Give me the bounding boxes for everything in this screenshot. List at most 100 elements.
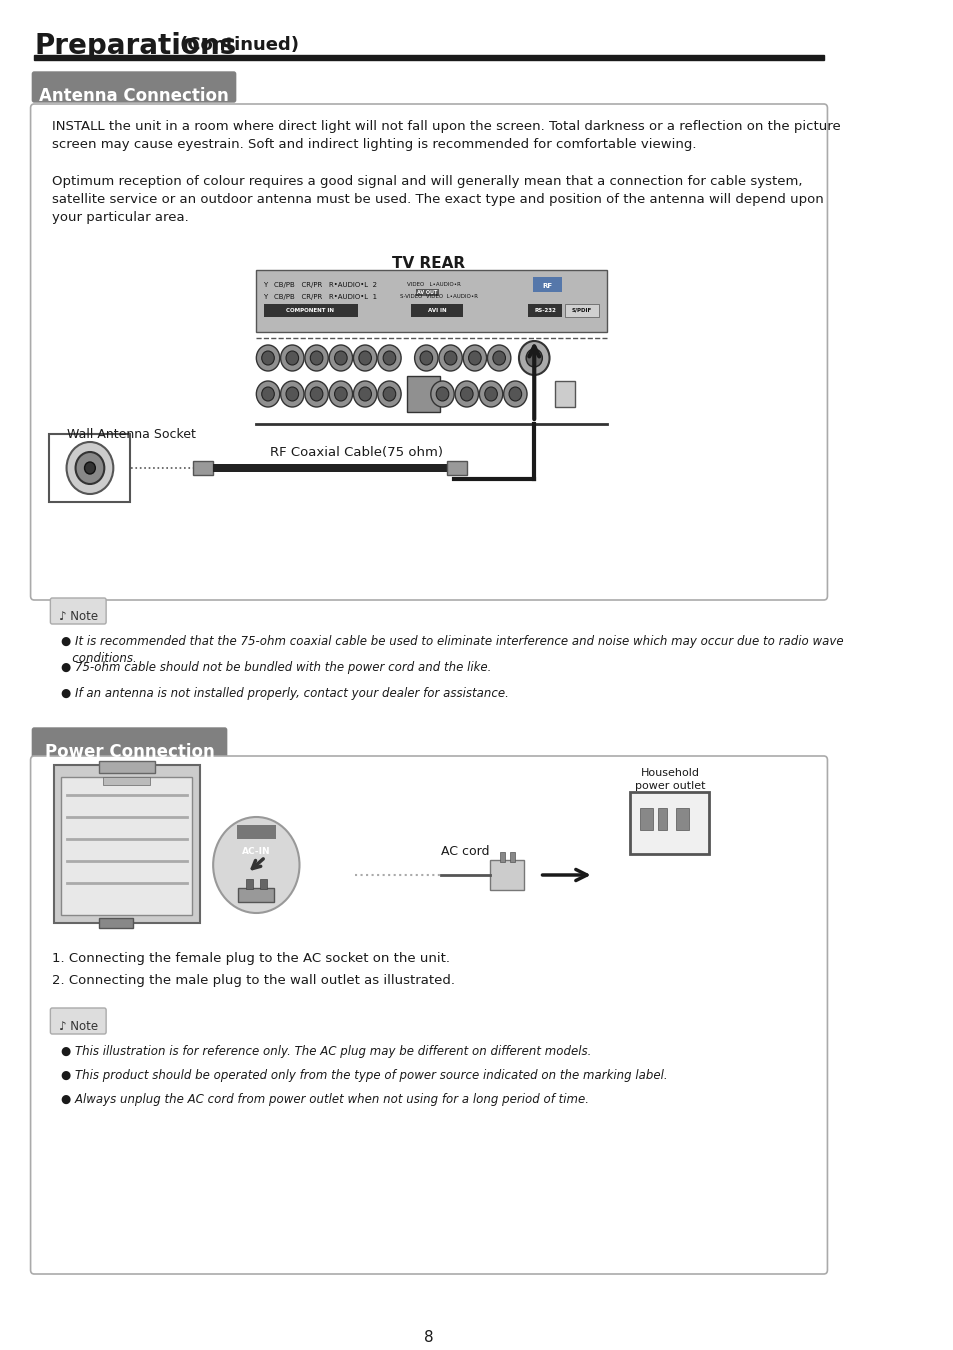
Bar (555, 381, 574, 406)
Text: ● This illustration is for reference only. The AC plug may be different on diffe: ● This illustration is for reference onl… (61, 1045, 591, 1058)
Text: RF: RF (542, 284, 552, 289)
Bar (658, 809, 667, 830)
Text: Y   CB/PB   CR/PR   R•AUDIO•L  2: Y CB/PB CR/PR R•AUDIO•L 2 (263, 282, 377, 288)
Bar (99, 918, 133, 927)
Bar (499, 852, 505, 863)
Circle shape (213, 817, 299, 913)
FancyBboxPatch shape (51, 1008, 106, 1034)
Text: Antenna Connection: Antenna Connection (39, 86, 229, 105)
Text: ● 75-ohm cable should not be bundled with the power cord and the like.: ● 75-ohm cable should not be bundled wit… (61, 662, 491, 674)
Circle shape (444, 351, 456, 364)
Text: VIDEO   L•AUDIO•R: VIDEO L•AUDIO•R (407, 282, 461, 288)
Circle shape (256, 346, 279, 371)
Circle shape (526, 350, 541, 367)
Bar (193, 460, 213, 475)
Bar (447, 460, 466, 475)
FancyBboxPatch shape (30, 104, 826, 599)
Text: Household
power outlet: Household power outlet (634, 768, 704, 791)
Text: AC-IN: AC-IN (242, 846, 271, 856)
Text: (Continued): (Continued) (180, 36, 299, 54)
Text: 8: 8 (424, 1330, 434, 1345)
Text: 1. Connecting the female plug to the AC socket on the unit.: 1. Connecting the female plug to the AC … (52, 952, 450, 965)
Circle shape (468, 351, 480, 364)
Circle shape (419, 351, 432, 364)
FancyBboxPatch shape (32, 728, 227, 757)
Circle shape (256, 381, 279, 406)
Text: ● This product should be operated only from the type of power source indicated o: ● This product should be operated only f… (61, 1069, 667, 1081)
Bar (245, 879, 253, 890)
Circle shape (460, 387, 473, 401)
Circle shape (354, 381, 376, 406)
Circle shape (85, 462, 95, 474)
Circle shape (493, 351, 505, 364)
Bar (564, 304, 598, 317)
Text: ♪ Note: ♪ Note (59, 610, 98, 622)
Circle shape (310, 387, 322, 401)
Circle shape (280, 346, 304, 371)
Text: INSTALL the unit in a room where direct light will not fall upon the screen. Tot: INSTALL the unit in a room where direct … (52, 120, 840, 151)
Circle shape (335, 387, 347, 401)
Text: Y   CB/PB   CR/PR   R•AUDIO•L  1: Y CB/PB CR/PR R•AUDIO•L 1 (263, 294, 377, 300)
Bar (213, 464, 447, 472)
Circle shape (261, 387, 274, 401)
Bar (50, 433, 131, 502)
Circle shape (354, 346, 376, 371)
Text: AVI IN: AVI IN (427, 308, 446, 313)
Text: 2. Connecting the male plug to the wall outlet as illustrated.: 2. Connecting the male plug to the wall … (52, 973, 455, 987)
Bar (639, 809, 652, 830)
Bar (103, 778, 150, 784)
Text: AV OUT: AV OUT (416, 290, 436, 296)
Circle shape (329, 346, 353, 371)
Circle shape (503, 381, 526, 406)
Circle shape (438, 346, 462, 371)
Bar (411, 304, 463, 317)
Circle shape (286, 351, 298, 364)
Circle shape (463, 346, 486, 371)
Text: Optimum reception of colour requires a good signal and will generally mean that : Optimum reception of colour requires a g… (52, 176, 823, 224)
Bar (490, 860, 524, 890)
Circle shape (431, 381, 454, 406)
Circle shape (377, 346, 400, 371)
Bar (676, 809, 688, 830)
Text: S/PDIF: S/PDIF (571, 308, 592, 313)
Bar (54, 765, 199, 923)
Text: ● If an antenna is not installed properly, contact your dealer for assistance.: ● If an antenna is not installed properl… (61, 687, 509, 701)
Bar (629, 792, 708, 855)
Bar (259, 879, 267, 890)
Circle shape (261, 351, 274, 364)
Circle shape (455, 381, 478, 406)
Circle shape (358, 387, 371, 401)
Text: ● It is recommended that the 75-ohm coaxial cable be used to eliminate interfere: ● It is recommended that the 75-ohm coax… (61, 634, 842, 666)
Bar (236, 825, 275, 838)
Circle shape (335, 351, 347, 364)
Bar (407, 377, 439, 412)
Text: Preparations: Preparations (34, 32, 236, 59)
Text: RF Coaxial Cable(75 ohm): RF Coaxial Cable(75 ohm) (270, 446, 442, 459)
Bar (527, 304, 561, 317)
Circle shape (67, 441, 113, 494)
Bar (34, 55, 823, 59)
Circle shape (305, 381, 328, 406)
Text: AC cord: AC cord (440, 845, 489, 859)
Bar (510, 852, 515, 863)
Bar (238, 888, 274, 902)
Circle shape (280, 381, 304, 406)
Text: TV REAR: TV REAR (392, 256, 465, 271)
Circle shape (383, 351, 395, 364)
Bar (256, 270, 606, 332)
Circle shape (329, 381, 353, 406)
Circle shape (358, 351, 371, 364)
Circle shape (310, 351, 322, 364)
Circle shape (487, 346, 510, 371)
Circle shape (286, 387, 298, 401)
Circle shape (383, 387, 395, 401)
Bar (61, 778, 193, 915)
FancyBboxPatch shape (30, 756, 826, 1274)
Circle shape (478, 381, 502, 406)
Circle shape (436, 387, 448, 401)
FancyBboxPatch shape (51, 598, 106, 624)
FancyBboxPatch shape (32, 72, 235, 103)
Circle shape (75, 452, 104, 485)
Circle shape (305, 346, 328, 371)
Text: COMPONENT IN: COMPONENT IN (286, 308, 334, 313)
